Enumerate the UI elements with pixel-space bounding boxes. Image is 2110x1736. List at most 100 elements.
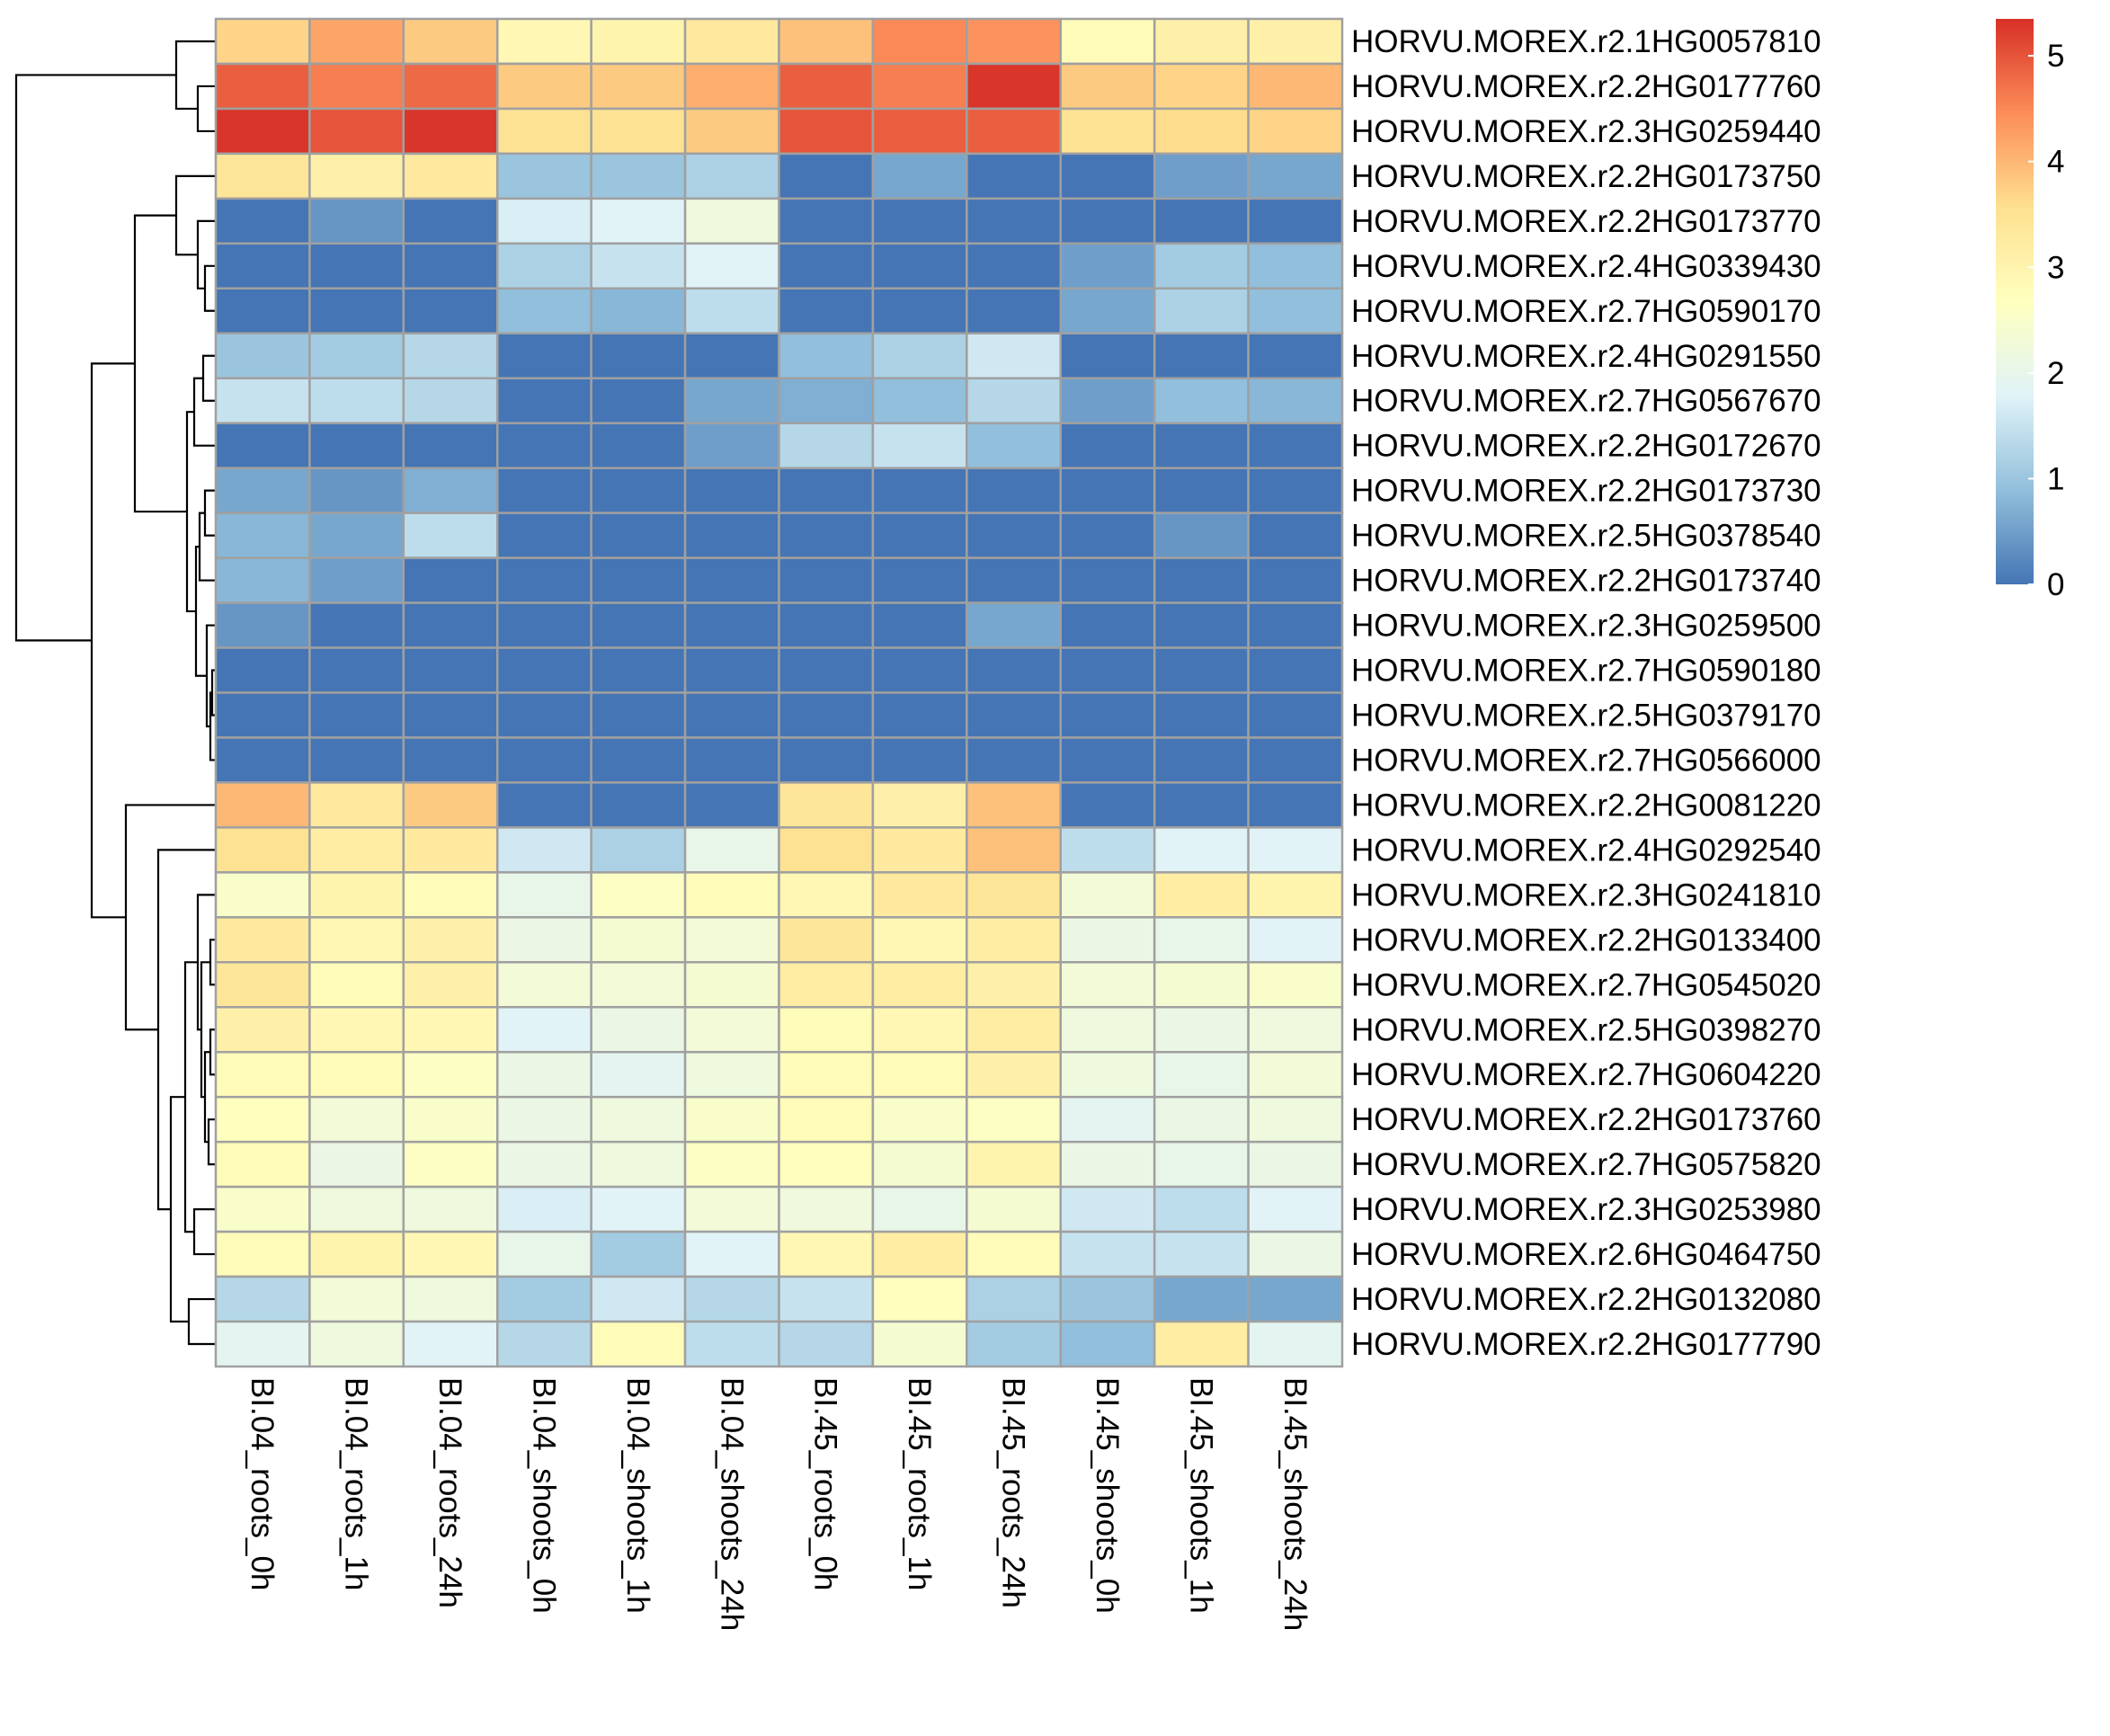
heatmap-cells [214,17,1344,1368]
color-scale-bar [1996,19,2034,584]
row-label: HORVU.MOREX.r2.7HG0590170 [1351,294,1821,329]
heatmap-cell [966,646,1062,694]
heatmap-cell [214,377,311,424]
row-label: HORVU.MOREX.r2.2HG0172670 [1351,429,1821,464]
dendrogram-branch [196,85,216,133]
heatmap-cell [590,826,687,874]
heatmap-cell [214,242,311,290]
heatmap-cell [1153,242,1250,290]
column-labels: BI.04_roots_0h BI.04_roots_1h BI.04_roots_… [245,1377,1313,1631]
heatmap-cell [308,781,405,829]
heatmap-cell [871,242,968,290]
heatmap-cell [1153,646,1250,694]
heatmap-cell [590,287,687,335]
heatmap-cell [871,961,968,1009]
heatmap-cell [683,556,780,604]
heatmap-cell [1247,242,1344,290]
heatmap-cell [778,916,875,964]
heatmap-cell [966,197,1062,245]
heatmap-cell [214,1140,311,1188]
heatmap-cell [966,1230,1062,1278]
heatmap-cell [496,287,592,335]
heatmap-cell [1059,781,1156,829]
heatmap-cell [1247,1095,1344,1144]
heatmap-cell [590,646,687,694]
heatmap-cell [214,646,311,694]
heatmap-cell [778,556,875,604]
heatmap-cell [1247,197,1344,245]
heatmap-cell [214,1185,311,1233]
heatmap-cell [590,62,687,111]
heatmap-cell [778,1140,875,1188]
heatmap-cell [1153,197,1250,245]
heatmap-cell [1059,287,1156,335]
heatmap-cell [683,1230,780,1278]
heatmap-cell [1059,691,1156,739]
dendrogram-branch [196,219,216,289]
row-label: HORVU.MOREX.r2.2HG0177760 [1351,69,1821,104]
heatmap-cell [966,916,1062,964]
heatmap-cell [1153,781,1250,829]
heatmap-cell [1247,512,1344,559]
heatmap-cell [308,422,405,469]
heatmap-cell [683,961,780,1009]
heatmap-cell [871,17,968,66]
heatmap-cell [1247,1006,1344,1054]
heatmap-cell [683,1050,780,1099]
heatmap-cell [778,17,875,66]
heatmap-cell [308,691,405,739]
heatmap-cell [871,1140,968,1188]
heatmap-cell [1059,1006,1156,1054]
heatmap-cell [590,601,687,649]
heatmap-cell [496,1006,592,1054]
heatmap-cell [402,1140,499,1188]
column-label: BI.04_roots_24h [432,1377,467,1608]
heatmap-cell [1153,601,1250,649]
row-label: HORVU.MOREX.r2.5HG0379170 [1351,698,1821,733]
heatmap-cell [966,467,1062,514]
heatmap-cell [402,512,499,559]
heatmap-cell [402,62,499,111]
heatmap-cell [214,152,311,200]
heatmap-cell [214,691,311,739]
heatmap-cell [214,556,311,604]
heatmap-cell [590,152,687,200]
heatmap-cell [871,1006,968,1054]
heatmap-cell [214,62,311,111]
heatmap-cell [402,467,499,514]
row-label: HORVU.MOREX.r2.7HG0604220 [1351,1057,1821,1092]
heatmap-cell [214,17,311,66]
heatmap-cell [402,1050,499,1099]
column-label: BI.04_roots_0h [245,1377,280,1590]
heatmap-cell [1153,152,1250,200]
heatmap-cell [590,1095,687,1144]
heatmap-cell [590,916,687,964]
heatmap-cell [1059,467,1156,514]
dendrogram-branch [203,264,216,312]
heatmap-cell [778,871,875,919]
heatmap-cell [778,691,875,739]
row-label: HORVU.MOREX.r2.1HG0057810 [1351,24,1821,59]
row-dendrogram [14,40,216,1346]
heatmap-cell [871,736,968,784]
heatmap-cell [683,467,780,514]
row-label: HORVU.MOREX.r2.7HG0575820 [1351,1147,1821,1182]
dendrogram-branch [203,489,216,537]
dendrogram-branch [183,961,198,1233]
heatmap-cell [402,961,499,1009]
dendrogram-branch [156,849,216,1211]
row-label: HORVU.MOREX.r2.2HG0177790 [1351,1327,1821,1362]
heatmap-cell [1247,871,1344,919]
dendrogram-branch [198,512,216,582]
heatmap-cell [683,62,780,111]
heatmap-cell [590,781,687,829]
heatmap-cell [683,1275,780,1323]
row-label: HORVU.MOREX.r2.2HG0173740 [1351,564,1821,599]
heatmap-cell [402,377,499,424]
heatmap-cell [1153,1320,1250,1368]
heatmap-cell [1059,1050,1156,1099]
row-label: HORVU.MOREX.r2.2HG0173760 [1351,1102,1821,1137]
row-label: HORVU.MOREX.r2.4HG0291550 [1351,339,1821,374]
heatmap-cell [778,512,875,559]
column-label: BI.04_shoots_0h [526,1377,561,1614]
